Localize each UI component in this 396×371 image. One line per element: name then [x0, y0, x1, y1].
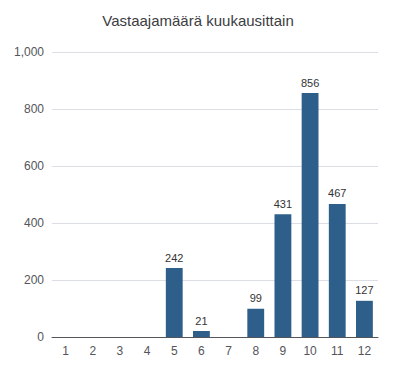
svg-text:7: 7: [225, 344, 232, 358]
svg-text:12: 12: [358, 344, 372, 358]
svg-text:3: 3: [117, 344, 124, 358]
svg-text:Vastaajamäärä kuukausittain: Vastaajamäärä kuukausittain: [102, 12, 294, 29]
svg-text:1,000: 1,000: [14, 45, 44, 59]
svg-text:200: 200: [24, 273, 44, 287]
svg-text:127: 127: [355, 284, 373, 296]
svg-text:11: 11: [331, 344, 344, 358]
svg-text:4: 4: [144, 344, 151, 358]
svg-text:400: 400: [24, 216, 44, 230]
svg-text:467: 467: [328, 187, 346, 199]
svg-text:8: 8: [252, 344, 259, 358]
svg-text:9: 9: [280, 344, 287, 358]
svg-text:99: 99: [250, 292, 262, 304]
svg-text:242: 242: [165, 252, 183, 264]
svg-text:6: 6: [198, 344, 205, 358]
svg-text:5: 5: [171, 344, 178, 358]
svg-text:2: 2: [89, 344, 96, 358]
svg-text:1: 1: [62, 344, 69, 358]
svg-text:0: 0: [37, 330, 44, 344]
svg-text:800: 800: [24, 102, 44, 116]
svg-text:600: 600: [24, 159, 44, 173]
svg-text:10: 10: [303, 344, 317, 358]
svg-text:856: 856: [301, 77, 319, 89]
svg-text:21: 21: [195, 315, 207, 327]
svg-text:431: 431: [274, 198, 292, 210]
